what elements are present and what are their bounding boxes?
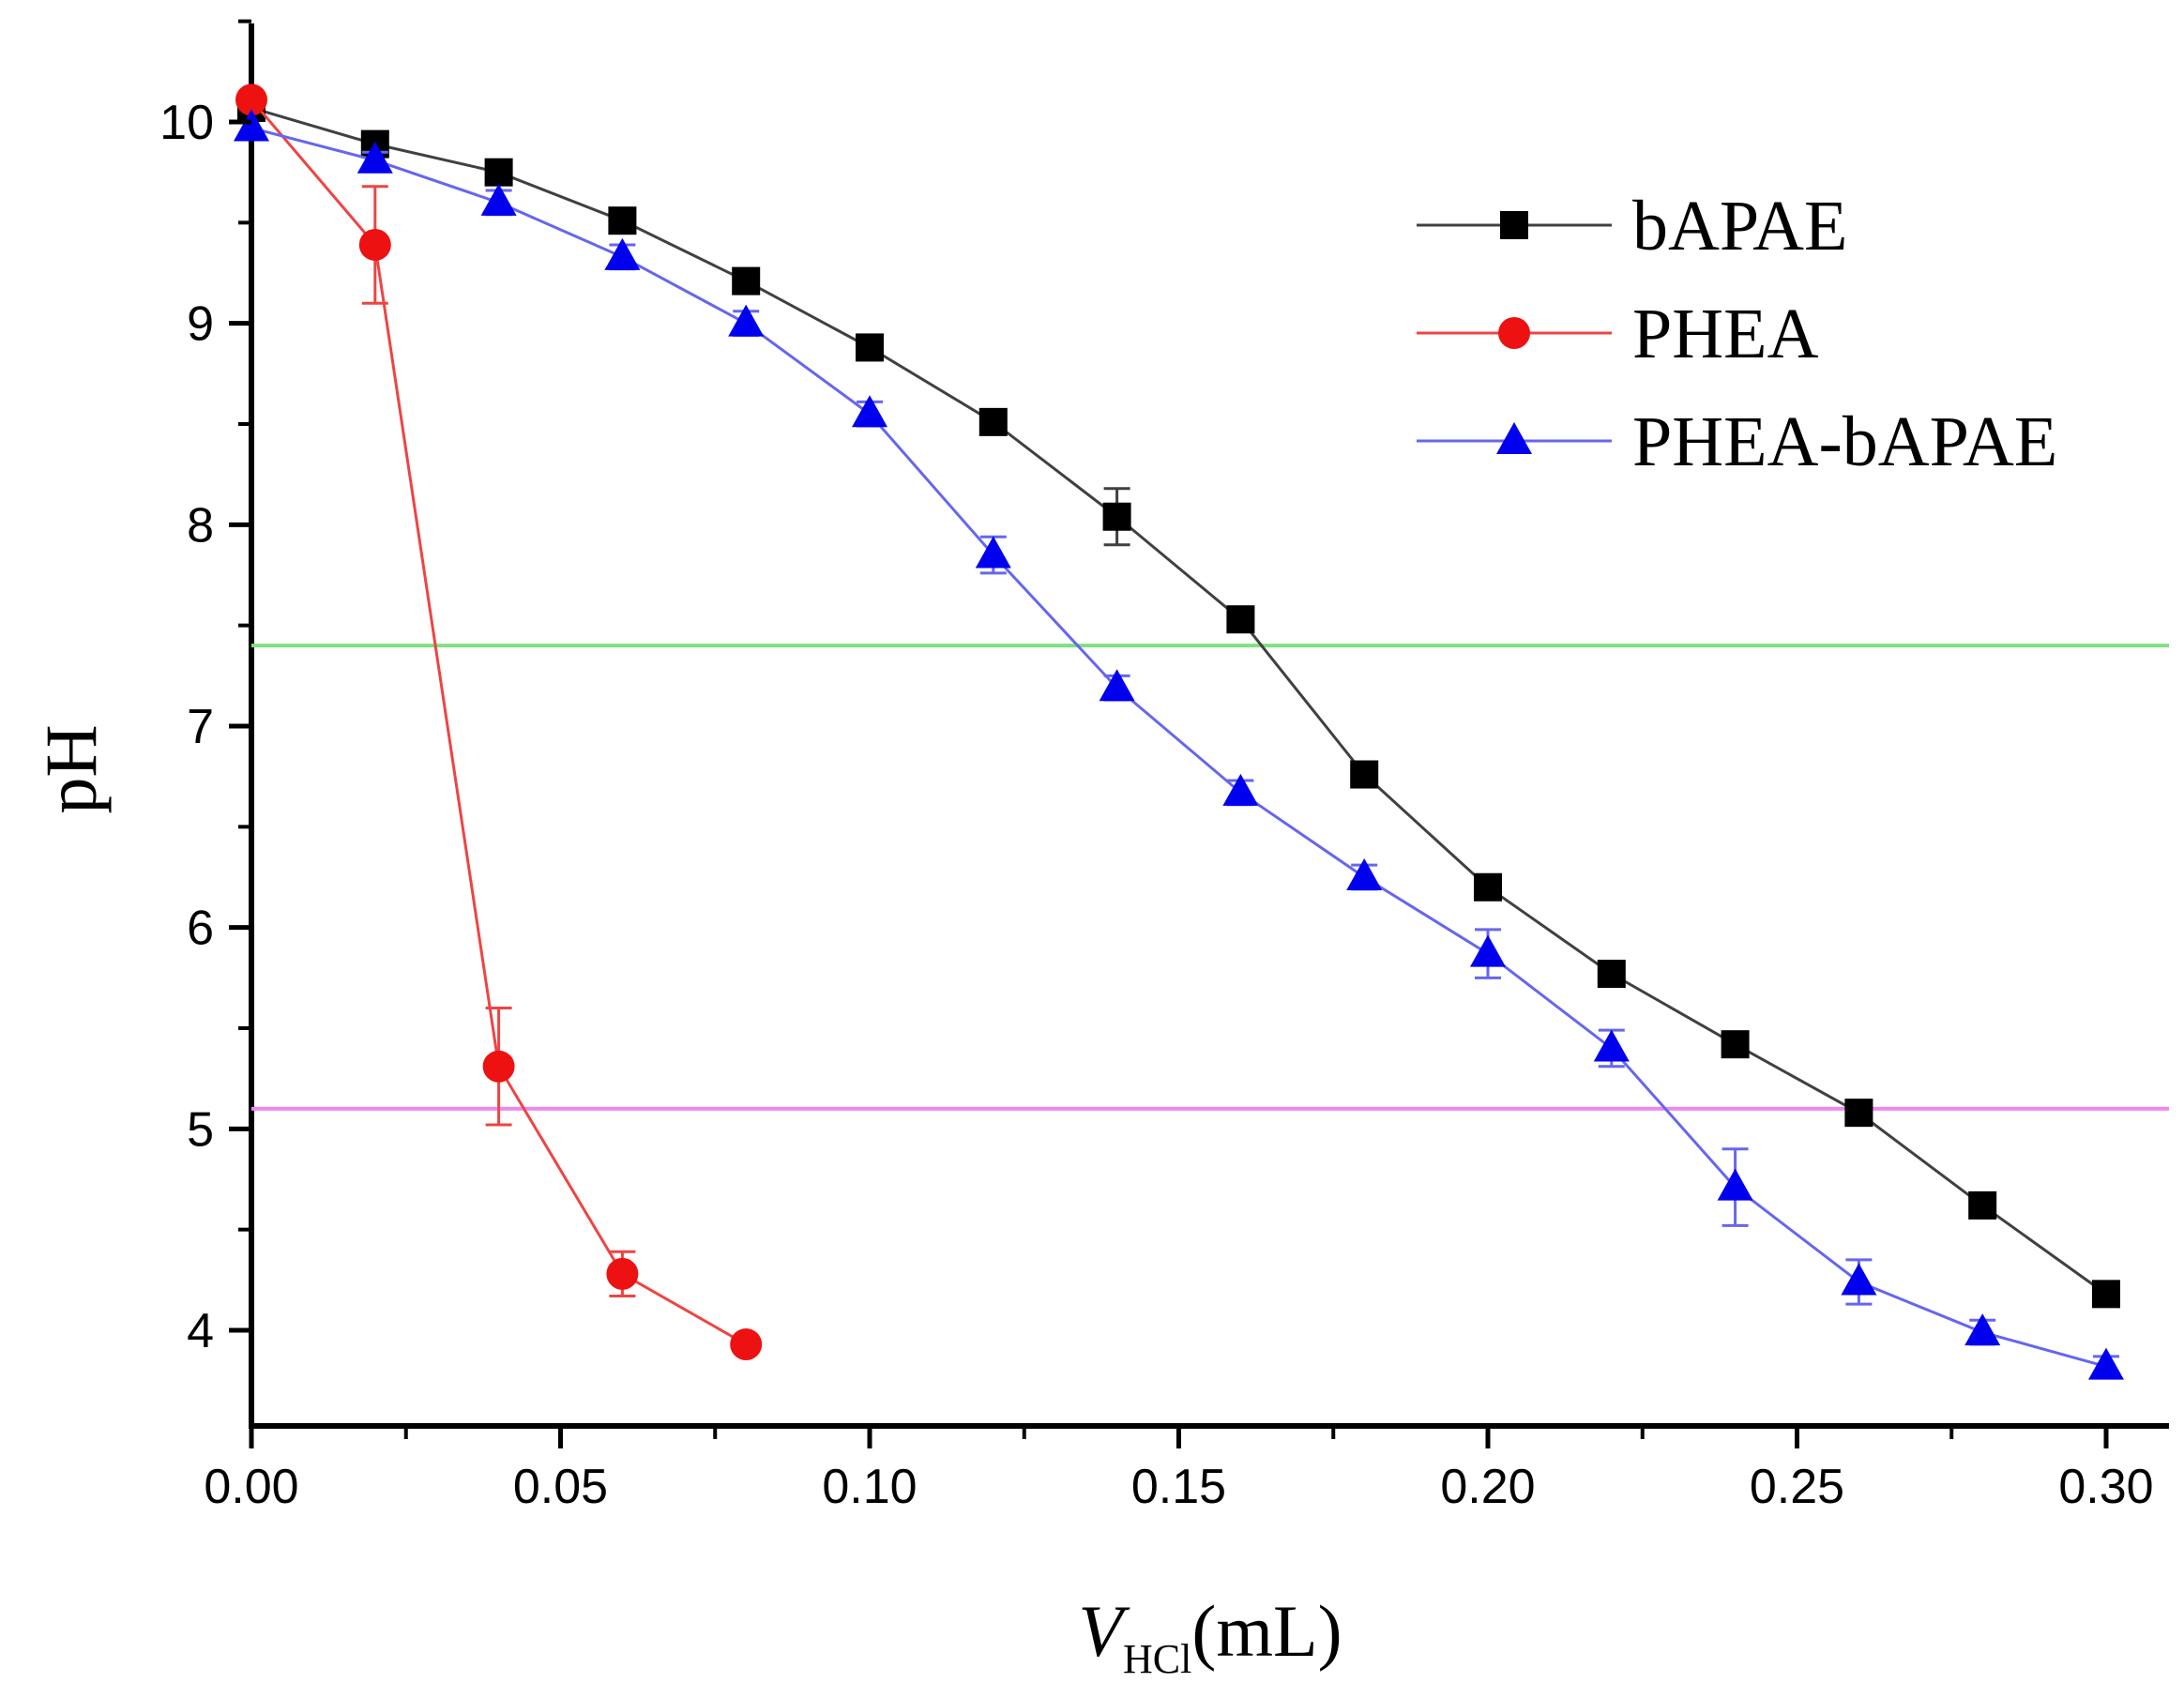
- data-point-marker: [356, 141, 393, 174]
- x-tick-label: 0.30: [2058, 1460, 2153, 1514]
- data-point-marker: [1717, 1168, 1753, 1201]
- x-tick-label: 0.20: [1440, 1460, 1535, 1514]
- series-bapae: [237, 93, 2120, 1309]
- x-tick-label: 0.10: [822, 1460, 917, 1514]
- data-point-marker: [484, 158, 513, 187]
- legend-label: bAPAE: [1632, 187, 1847, 265]
- y-tick-label: 10: [159, 96, 214, 150]
- data-point-marker: [2092, 1280, 2120, 1309]
- series-line: [250, 126, 2107, 1369]
- data-point-marker: [732, 266, 761, 296]
- data-point-marker: [1844, 1099, 1873, 1128]
- y-tick-label: 4: [187, 1304, 214, 1358]
- data-point-marker: [1222, 773, 1259, 806]
- legend: bAPAE PHEA PHEA-bAPAE: [1417, 187, 2057, 481]
- data-point-marker: [604, 237, 641, 270]
- y-axis-title: pH: [30, 724, 112, 813]
- data-point-marker: [2088, 1347, 2124, 1380]
- x-tick-label: 0.15: [1131, 1460, 1226, 1514]
- data-point-marker: [1500, 211, 1528, 239]
- series-line: [250, 106, 2107, 1296]
- data-point-marker: [1099, 669, 1135, 702]
- data-point-marker: [856, 333, 884, 362]
- y-tick-label: 6: [187, 902, 214, 956]
- data-point-marker: [234, 109, 269, 142]
- data-point-marker: [1226, 605, 1255, 634]
- x-axis-title-unit: (mL): [1191, 1590, 1342, 1672]
- x-axis-title: VHCl(mL): [1078, 1590, 1342, 1682]
- data-point-marker: [1593, 1029, 1630, 1062]
- y-tick-label: 9: [187, 297, 214, 352]
- data-point-marker: [1470, 934, 1506, 967]
- data-point-marker: [975, 536, 1011, 569]
- legend-label: PHEA: [1632, 295, 1819, 373]
- data-point-marker: [1964, 1313, 2001, 1346]
- data-point-marker: [480, 183, 517, 216]
- data-point-marker: [1721, 1030, 1750, 1059]
- y-tick-label: 5: [187, 1102, 214, 1157]
- data-point-marker: [728, 304, 765, 337]
- data-point-marker: [608, 206, 637, 235]
- series-line: [250, 99, 747, 1346]
- plot-area: [249, 23, 2169, 1429]
- data-point-marker: [852, 395, 887, 428]
- y-tick-label: 7: [187, 700, 214, 754]
- data-point-marker: [235, 83, 267, 116]
- data-point-marker: [482, 1050, 515, 1083]
- data-point-marker: [1498, 317, 1530, 349]
- x-tick-label: 0.00: [204, 1460, 298, 1514]
- series-phea-bapae: [234, 109, 2124, 1380]
- data-point-marker: [1474, 872, 1502, 902]
- data-point-marker: [1597, 960, 1626, 989]
- data-point-marker: [978, 407, 1008, 436]
- data-point-marker: [1496, 422, 1532, 454]
- y-tick-label: 8: [187, 498, 214, 553]
- data-point-marker: [1968, 1190, 1997, 1220]
- data-point-marker: [1102, 502, 1131, 531]
- data-point-marker: [730, 1328, 763, 1361]
- data-point-marker: [1350, 760, 1379, 789]
- x-axis-title-subscript: HCl: [1123, 1636, 1191, 1682]
- data-point-marker: [606, 1257, 639, 1290]
- x-axis-title-variable: V: [1078, 1590, 1130, 1672]
- series-phea: [235, 83, 763, 1361]
- data-point-marker: [1346, 858, 1383, 890]
- x-tick-label: 0.05: [513, 1460, 608, 1514]
- data-point-marker: [358, 228, 391, 261]
- x-tick-label: 0.25: [1750, 1460, 1844, 1514]
- legend-label: PHEA-bAPAE: [1632, 402, 2057, 481]
- data-point-marker: [1841, 1263, 1877, 1296]
